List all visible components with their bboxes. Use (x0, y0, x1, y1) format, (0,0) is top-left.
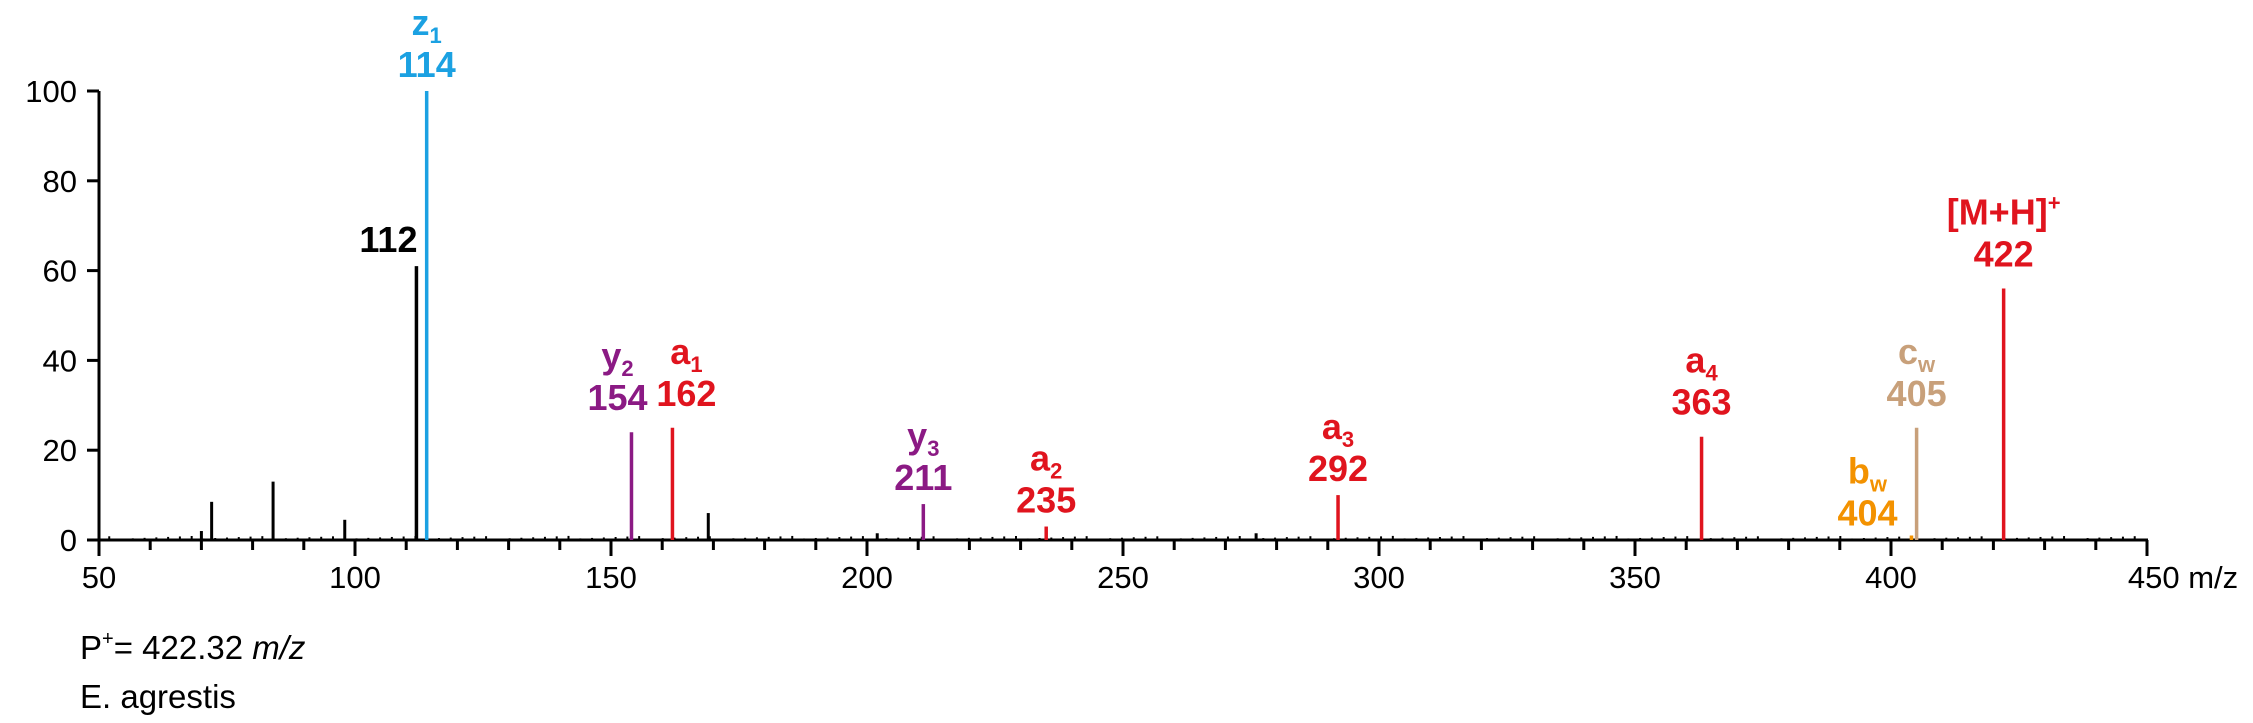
y-tick-label: 20 (43, 433, 77, 468)
ion-type-label: y2 (601, 335, 633, 381)
peaks (414, 91, 2006, 540)
peak-mz-label: 405 (1887, 373, 1947, 414)
ion-type-label: a1 (670, 331, 702, 377)
precursor-charge: + (102, 628, 114, 650)
baseline-noise (108, 481, 2136, 540)
x-tick-label: 100 (329, 560, 381, 595)
ion-type-label: y3 (907, 415, 939, 461)
y-tick-label: 100 (25, 74, 77, 109)
x-tick-label: 300 (1353, 560, 1405, 595)
ion-type-label: a3 (1322, 406, 1354, 452)
peak-mz-label: 112 (359, 219, 417, 260)
species-caption: E. agrestis (80, 678, 236, 715)
x-tick-label: 150 (585, 560, 637, 595)
y-tick-label: 0 (60, 523, 77, 558)
peak-mz-label: 154 (587, 377, 647, 418)
peak-mz-label: 422 (1974, 234, 2034, 275)
y-tick-label: 40 (43, 343, 77, 378)
ion-type-label: a4 (1685, 340, 1718, 386)
ion-type-label: [M+H]+ (1947, 191, 2061, 233)
x-tick-label: 450 m/z (2128, 560, 2238, 595)
ion-type-label: z1 (412, 2, 442, 48)
x-tick-label: 250 (1097, 560, 1149, 595)
ion-type-label: a2 (1030, 438, 1062, 484)
ion-type-label: bw (1848, 451, 1888, 497)
peak-mz-label: 404 (1837, 493, 1897, 534)
precursor-caption: P+= 422.32 m/z (80, 628, 305, 667)
axes: 50 100 150 200 250 300 350 400 450 m/z 0 20 40 60 80 1… (25, 74, 2238, 595)
x-tick-label: 50 (82, 560, 116, 595)
peak-mz-label: 162 (656, 373, 716, 414)
x-tick-label: 200 (841, 560, 893, 595)
x-tick-label: 350 (1609, 560, 1661, 595)
precursor-value: = 422.32 (113, 629, 253, 666)
peak-mz-label: 292 (1308, 448, 1368, 489)
peak-mz-label: 363 (1672, 382, 1732, 423)
x-tick-label: 400 (1865, 560, 1917, 595)
precursor-prefix: P (80, 629, 103, 666)
peak-mz-label: 211 (894, 457, 952, 498)
y-tick-label: 80 (43, 164, 77, 199)
peak-mz-label: 114 (398, 44, 456, 85)
y-tick-label: 60 (43, 254, 77, 289)
peak-mz-label: 235 (1016, 480, 1076, 521)
ion-type-label: cw (1898, 331, 1936, 377)
precursor-unit: m/z (252, 629, 306, 666)
